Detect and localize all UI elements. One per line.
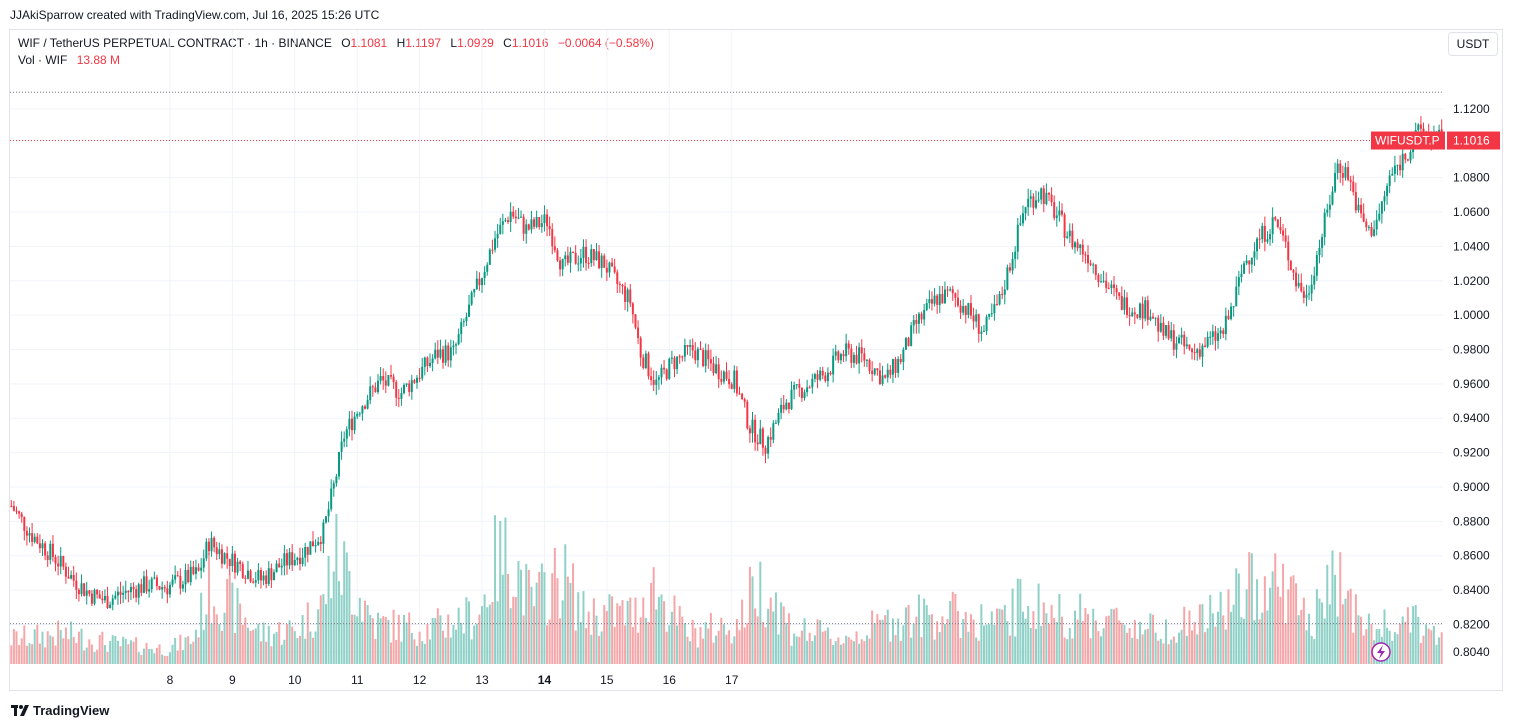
- tradingview-brand: TradingView: [11, 703, 109, 718]
- open-label: O: [341, 36, 351, 50]
- low-label: L: [450, 36, 458, 50]
- volume-label[interactable]: Vol · WIF: [18, 53, 68, 67]
- currency-unit-button[interactable]: USDT: [1448, 32, 1498, 56]
- high-label: H: [396, 36, 406, 50]
- symbol-description[interactable]: WIF / TetherUS PERPETUAL CONTRACT · 1h ·…: [18, 36, 332, 50]
- chart-frame: [9, 29, 1503, 691]
- change-value: −0.0064 (−0.58%): [557, 36, 654, 50]
- low-value: 1.0929: [457, 36, 494, 50]
- close-value: 1.1016: [511, 36, 549, 50]
- high-value: 1.1197: [405, 36, 442, 50]
- brand-label: TradingView: [33, 703, 110, 718]
- chart-credit: JJAkiSparrow created with TradingView.co…: [10, 8, 380, 22]
- close-label: C: [503, 36, 512, 50]
- ohlc-legend: WIF / TetherUS PERPETUAL CONTRACT · 1h ·…: [18, 36, 654, 50]
- volume-value: 13.88 M: [76, 53, 121, 67]
- open-value: 1.1081: [350, 36, 388, 50]
- volume-legend: Vol · WIF 13.88 M: [18, 53, 120, 67]
- tradingview-logo-icon: [11, 705, 29, 716]
